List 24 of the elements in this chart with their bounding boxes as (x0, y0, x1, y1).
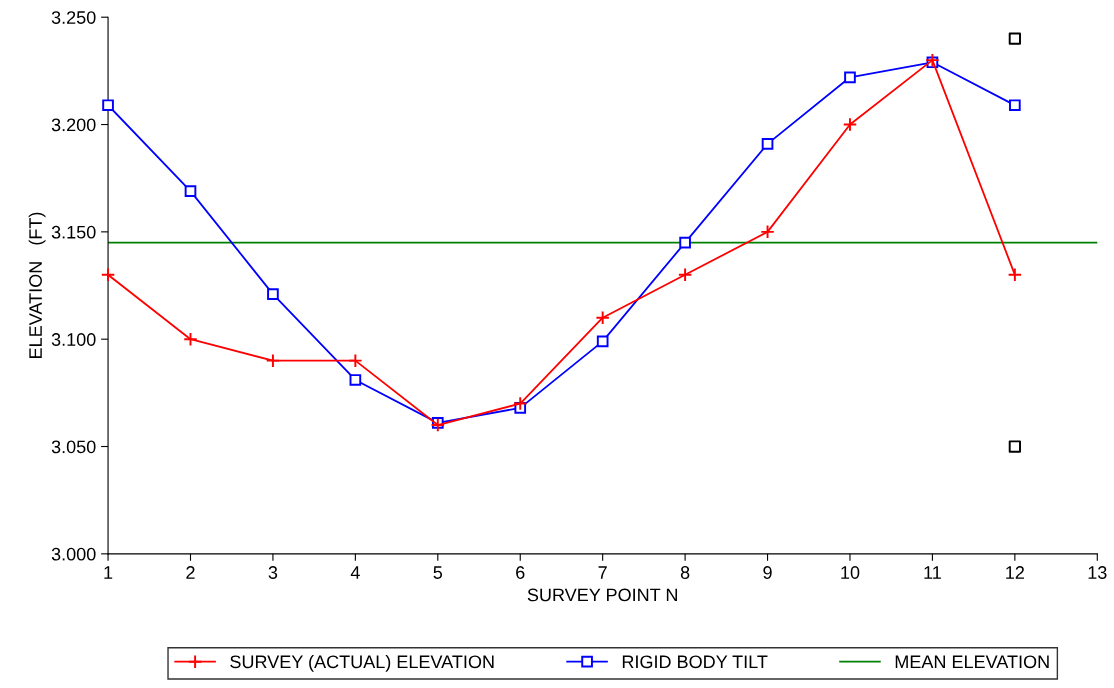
x-tick-label: 7 (598, 566, 607, 579)
x-tick-label: 6 (516, 566, 525, 579)
y-tick-label: 3.150 (51, 225, 96, 239)
y-tick-label: 3.000 (51, 547, 96, 561)
y-axis-title: ELEVATION (FT) (28, 212, 46, 358)
y-tick-label: 3.050 (51, 440, 96, 454)
x-tick-label: 4 (350, 566, 360, 579)
x-tick-label: 3 (268, 566, 278, 579)
x-tick-label: 11 (924, 566, 941, 579)
y-tick-label: 3.200 (51, 118, 96, 132)
x-tick-label: 10 (841, 566, 860, 579)
x-tick-label: 12 (1006, 566, 1024, 579)
x-tick-label: 13 (1088, 566, 1107, 579)
y-tick-label: 3.250 (51, 11, 96, 24)
legend-label: RIGID BODY TILT (622, 655, 768, 669)
y-tick-label: 3.100 (51, 333, 96, 346)
x-axis-title: SURVEY POINT N (527, 588, 677, 602)
x-tick-label: 5 (433, 566, 443, 579)
x-tick-label: 2 (186, 566, 195, 579)
x-tick-label: 1 (104, 566, 113, 579)
legend-label: MEAN ELEVATION (895, 655, 1049, 669)
x-tick-label: 9 (763, 566, 772, 579)
x-tick-label: 8 (680, 566, 690, 579)
legend-label: SURVEY (ACTUAL) ELEVATION (230, 654, 494, 672)
